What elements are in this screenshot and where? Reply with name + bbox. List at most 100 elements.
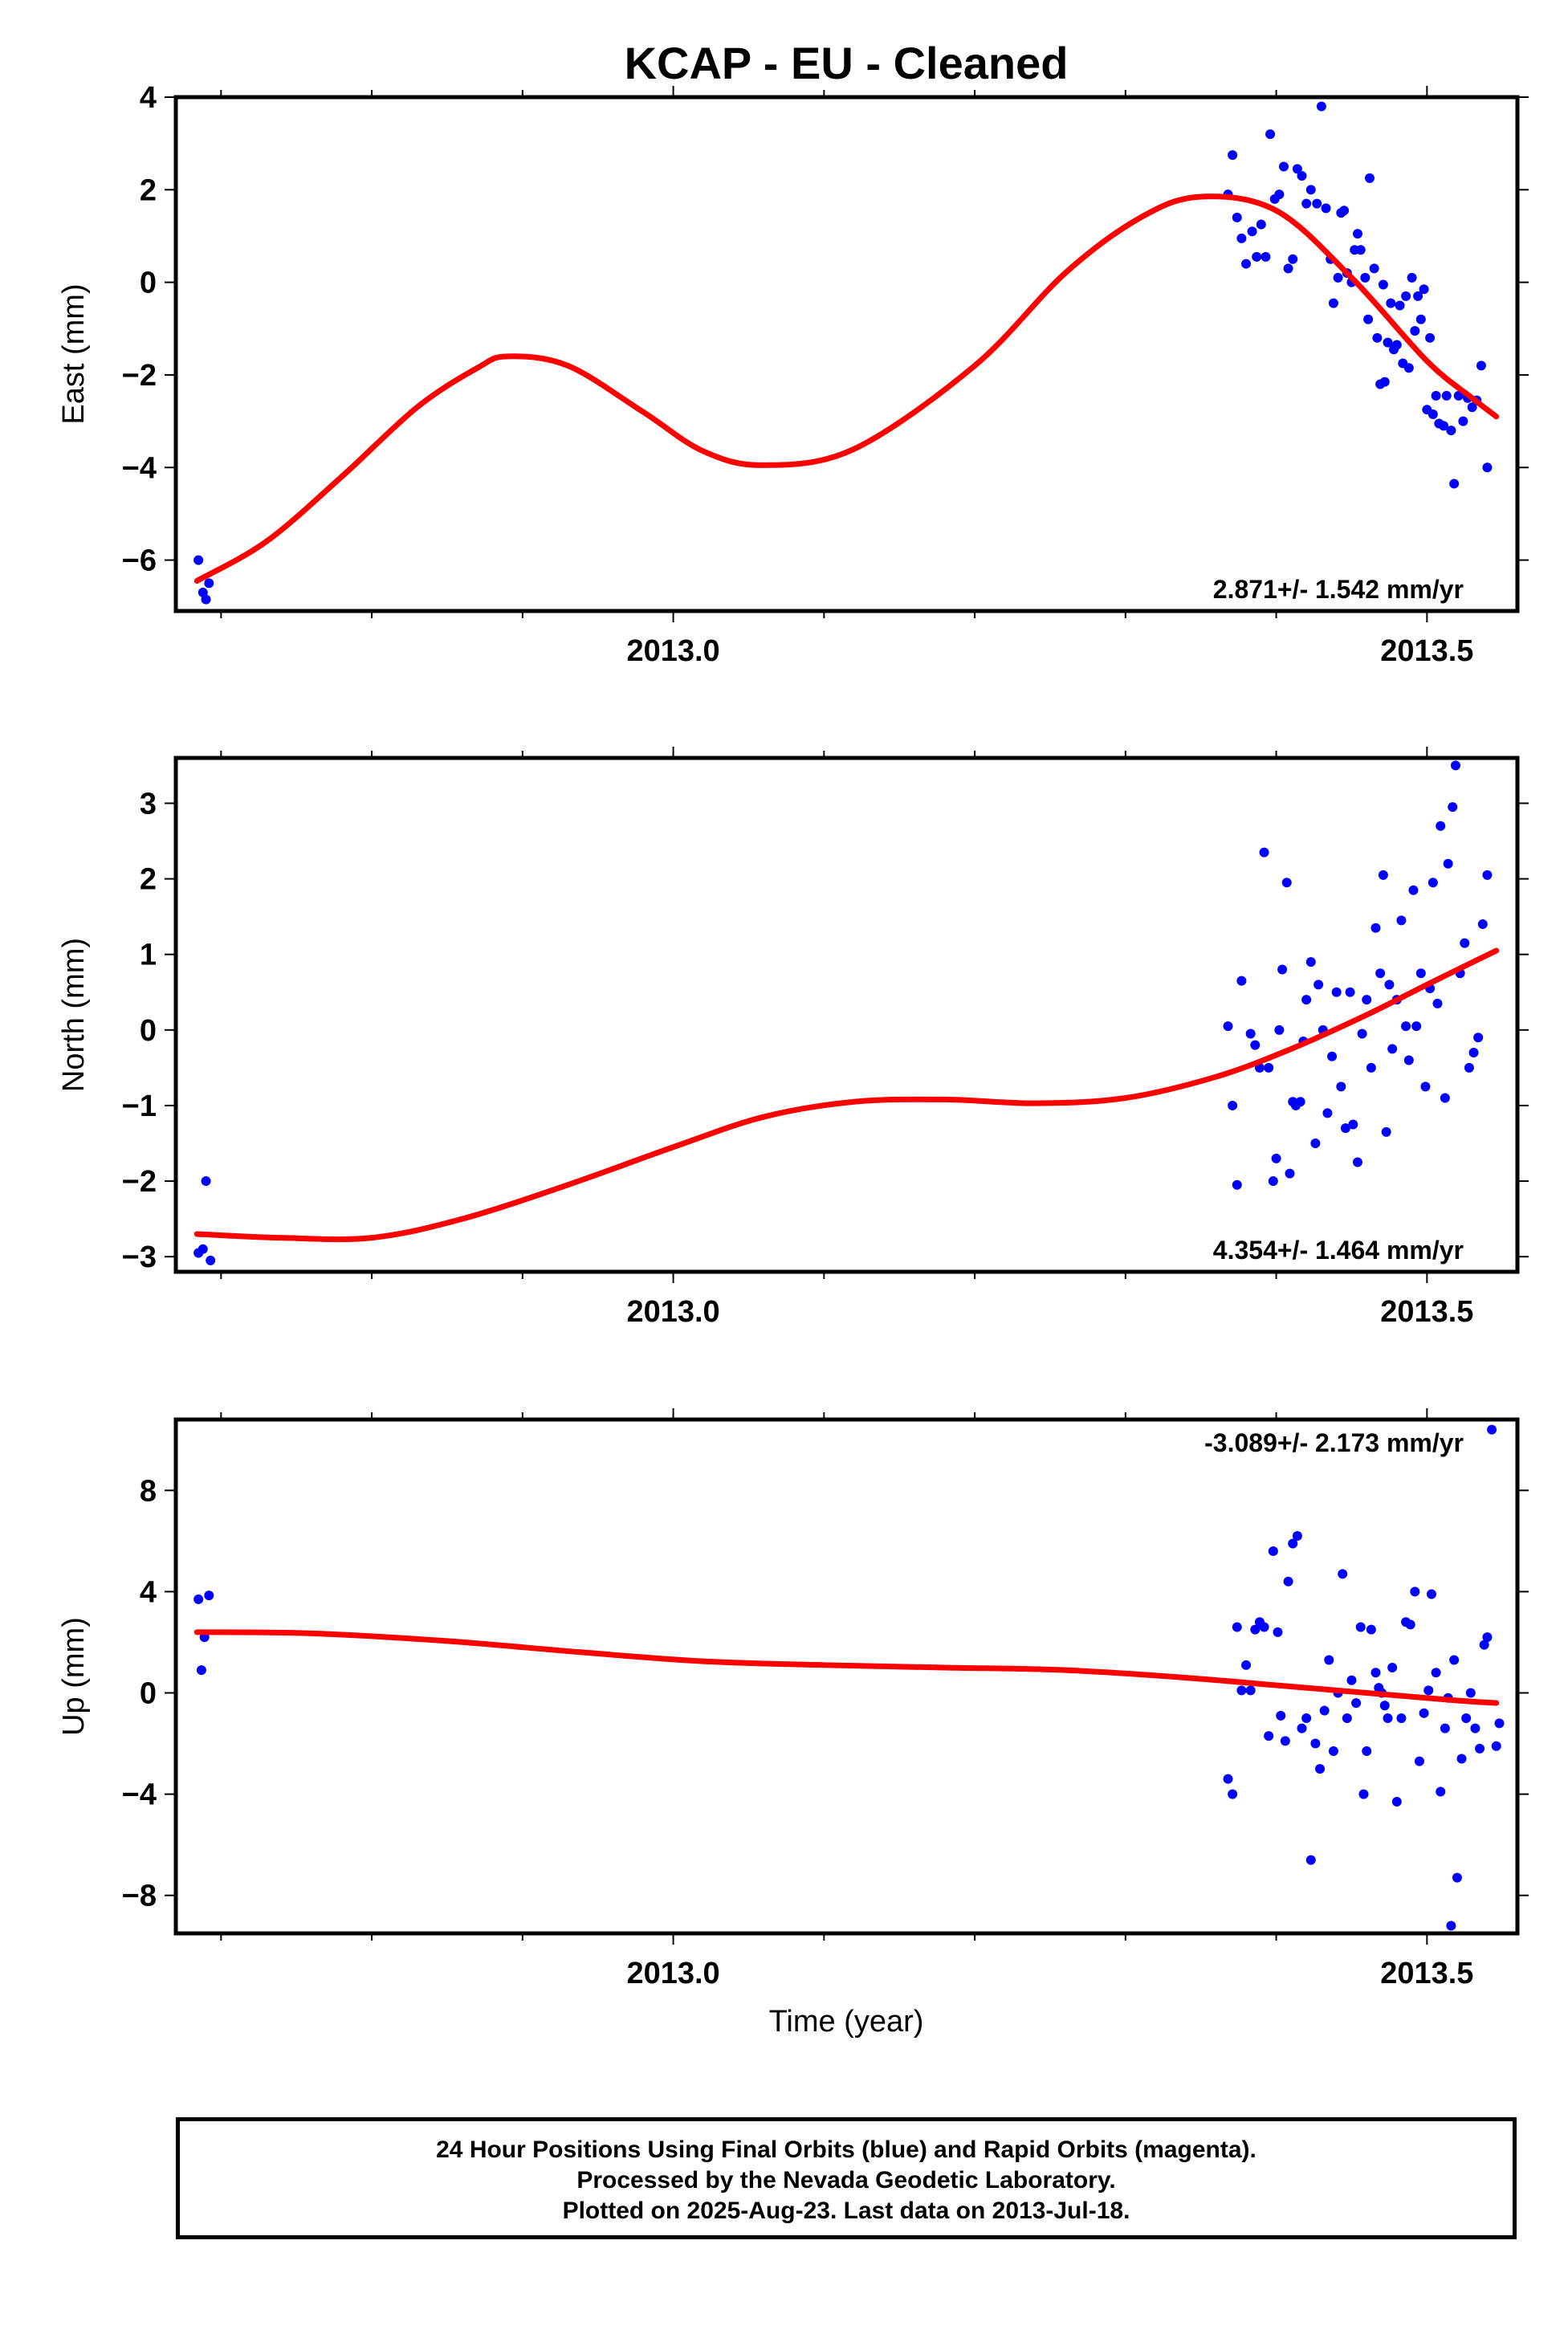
data-point [1436,821,1446,831]
data-point [1250,1624,1261,1635]
data-point [1441,390,1452,401]
data-point [1301,198,1312,209]
data-point [1449,1655,1460,1665]
data-point [204,1591,214,1601]
data-point [1449,479,1460,489]
data-point [1384,980,1395,990]
data-point [1465,1688,1476,1698]
data-point [1236,233,1247,243]
data-point [1419,284,1429,295]
data-point [1241,1660,1252,1670]
data-point [1288,1538,1298,1549]
data-point [1425,332,1436,343]
data-point [1232,212,1242,222]
data-point [1247,226,1257,237]
data-point [1352,229,1362,239]
data-point [1381,1126,1391,1137]
data-point [1482,870,1493,880]
data-point [206,1255,216,1265]
fit-curve [193,193,1500,585]
data-point [1413,291,1423,301]
data-point [1355,1622,1366,1632]
data-point [1366,1624,1376,1635]
data-point [1460,938,1470,948]
data-point [1448,802,1458,813]
data-point [196,1665,206,1676]
y-axis-label: North (mm) [57,938,91,1092]
data-point [1313,980,1324,990]
chart-title: KCAP - EU - Cleaned [625,38,1069,88]
data-point [1283,263,1293,274]
data-point [1405,1619,1415,1630]
data-point [1360,272,1370,283]
x-tick-label: 2013.5 [1380,1295,1473,1329]
data-point [1362,1746,1372,1757]
data-point [1387,1044,1398,1054]
data-point [1316,101,1326,112]
data-point [1379,377,1390,387]
data-point [1312,198,1322,209]
data-point [1228,150,1238,161]
data-point [1345,987,1355,997]
data-point [1261,251,1271,262]
data-point [1328,298,1338,308]
data-point [1401,291,1411,301]
plot-frame [173,95,1520,613]
data-point [1245,1685,1256,1696]
data-point [201,594,211,605]
data-point [1439,421,1449,431]
y-tick-label: 0 [140,1676,157,1710]
data-point [1297,1723,1307,1733]
data-point [1378,870,1388,880]
data-point [1378,279,1388,290]
data-point [1396,915,1407,926]
data-point [1273,1627,1283,1637]
data-point [1232,1179,1242,1190]
data-point [1259,1622,1269,1632]
data-point [1223,1021,1233,1032]
data-point [1436,1786,1446,1797]
data-point [1396,1713,1407,1724]
data-point [1348,1119,1358,1130]
x-tick-label: 2013.5 [1380,634,1473,668]
data-point [1427,409,1438,419]
y-tick-label: 0 [140,267,157,300]
y-tick-label: 8 [140,1474,157,1508]
data-point [1477,919,1488,930]
data-point [1365,173,1375,183]
data-point [1440,1723,1450,1733]
data-point [1403,1055,1414,1065]
panels: 2013.0 2013.5 −6 −4 −2 0 2 4 East (mm) 2.871+/- 1… [57,81,1529,1990]
data-point [1476,360,1486,371]
data-point [1264,1062,1274,1073]
data-point [1464,1062,1474,1073]
data-point [1351,1698,1362,1709]
data-point [1301,1713,1312,1724]
data-point [1305,1855,1316,1865]
data-point [1419,1708,1429,1718]
data-point [1470,1723,1480,1733]
y-tick-label: −3 [122,1240,157,1274]
data-point [1271,1153,1281,1163]
data-point [1292,164,1302,174]
data-point [1461,1713,1472,1724]
data-point [1451,760,1461,771]
data-point [1475,1743,1485,1754]
data-point [1278,161,1289,172]
data-point [1355,245,1366,255]
data-point [1352,1157,1362,1167]
data-point [1391,1797,1402,1807]
data-point [1414,1756,1424,1766]
footer-line-2: Processed by the Nevada Geodetic Laborat… [576,2167,1116,2194]
y-axis-label: Up (mm) [57,1617,91,1736]
data-point [1274,1024,1285,1035]
data-point [1228,1100,1238,1110]
data-point [1411,1021,1422,1032]
footer-line-3: Plotted on 2025-Aug-23. Last data on 201… [562,2198,1130,2224]
data-point [1407,272,1417,283]
data-point [1280,1736,1290,1746]
data-point [1277,964,1288,975]
data-point [1362,995,1372,1005]
data-point [1268,1546,1278,1556]
